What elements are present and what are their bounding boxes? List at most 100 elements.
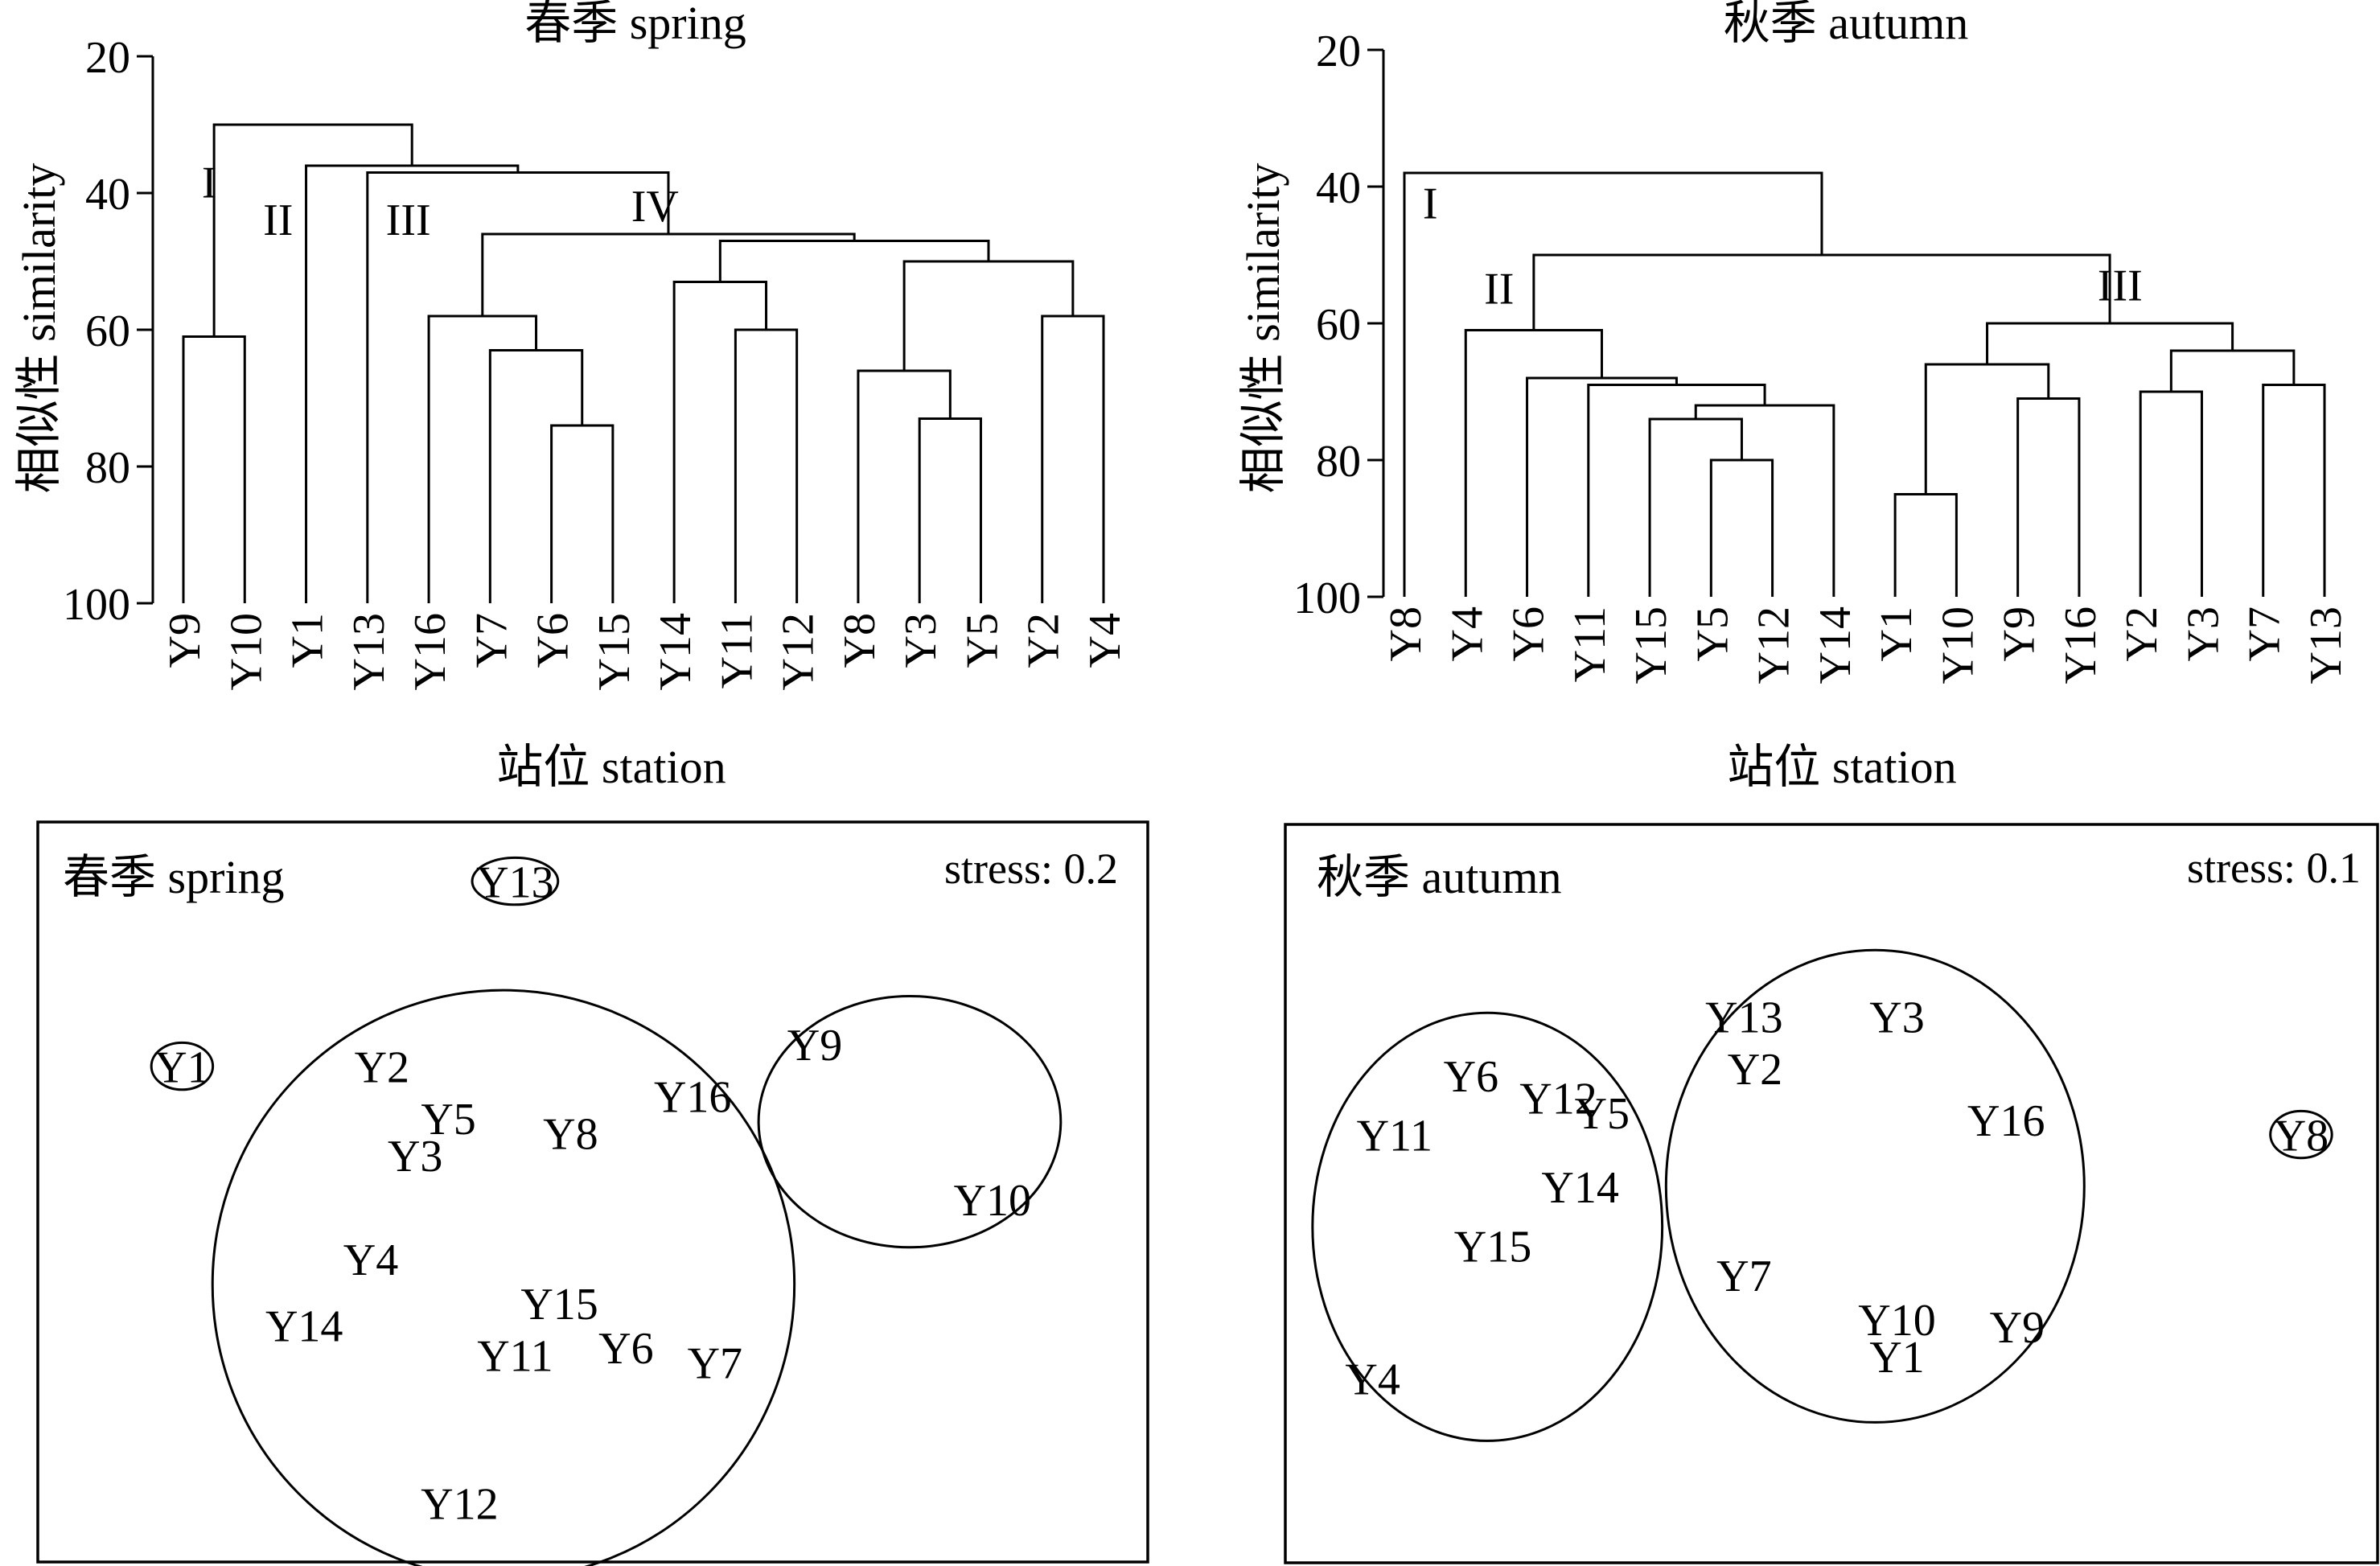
point-label-y8: Y8 [2274,1112,2329,1161]
point-label-y12: Y12 [421,1479,498,1529]
nmds-autumn-frame [1284,823,2379,1564]
merge-link-f [857,369,952,603]
nmds-spring-cluster-outlines [150,856,1063,1566]
merge-link-h [2016,397,2081,597]
leaf-label-y3: Y3 [896,613,946,668]
dendrogram-spring-ylabel: 相似性 similarity [13,163,65,494]
point-label-y12: Y12 [1519,1075,1597,1124]
leaf-label-y14: Y14 [1811,606,1860,684]
y-tick-label: 20 [1316,27,1361,76]
dendrogram-autumn: 秋季 autumn 相似性 similarity 站位 station 20 40… [1237,0,2351,793]
point-label-y11: Y11 [477,1331,553,1381]
merge-link-a [1709,458,1774,597]
dendrogram-spring-y-axis: 20 40 60 80 100 [63,33,154,630]
cluster-outline-3 [2269,1109,2333,1160]
group-label-iii: III [2098,261,2143,310]
dendrogram-autumn-xlabel: 站位 station [1727,741,1956,793]
merge-link-d [1587,384,1766,597]
leaf-label-y13: Y13 [2301,606,2351,684]
group-label-ii: II [263,195,293,245]
leaf-label-y12: Y12 [774,613,824,690]
leaf-label-y4: Y4 [1080,613,1130,668]
merge-link-b [1648,417,1743,597]
leaf-label-y15: Y15 [590,613,639,690]
leaf-label-y5: Y5 [1687,606,1737,661]
point-label-y4: Y4 [1345,1355,1400,1405]
merge-link-i [734,328,799,603]
cluster-outline-4 [757,994,1063,1249]
point-label-y3: Y3 [1869,993,1924,1043]
dendrogram-autumn-ylabel: 相似性 similarity [1237,163,1289,494]
point-label-y16: Y16 [1967,1096,2045,1146]
cluster-outline-1 [471,856,560,906]
cluster-outline-3 [211,989,796,1566]
point-label-y14: Y14 [1541,1163,1618,1213]
group-label-i: I [202,158,217,208]
point-label-y13: Y13 [476,858,553,908]
dendrogram-spring-links [182,123,1105,603]
point-label-y2: Y2 [355,1043,409,1093]
y-tick-label: 100 [63,580,130,630]
point-label-y13: Y13 [1705,993,1782,1043]
leaf-label-y7: Y7 [467,613,516,668]
point-label-y15: Y15 [520,1280,598,1330]
dendrogram-spring-title: 春季 spring [524,0,746,49]
point-label-y6: Y6 [598,1324,653,1374]
y-tick-label: 80 [85,443,130,493]
leaf-label-y3: Y3 [2178,606,2228,661]
merge-link-e [918,417,982,603]
leaf-label-y2: Y2 [2117,606,2167,661]
leaf-label-y12: Y12 [1749,606,1799,684]
merge-link-g [1041,314,1105,603]
dendrogram-spring-leaf-labels: Y9 Y10 Y1 Y13 Y16 Y7 Y6 Y15 Y14 Y11 Y12 Y8 Y3 Y5 Y2 Y4 [160,613,1130,690]
leaf-label-y8: Y8 [835,613,885,668]
merge-link-f [1464,329,1603,597]
y-tick-label: 40 [1316,163,1361,213]
leaf-label-y9: Y9 [1995,606,2045,661]
y-tick-label: 40 [85,170,130,220]
leaf-label-y1: Y1 [283,613,333,668]
leaf-label-y6: Y6 [528,613,578,668]
merge-link-c [1694,404,1835,597]
merge-link-a [182,335,246,603]
group-label-ii: II [1484,265,1514,314]
leaf-label-y9: Y9 [160,613,210,668]
point-label-y11: Y11 [1357,1112,1433,1161]
leaf-label-y8: Y8 [1381,606,1431,661]
leaf-label-y4: Y4 [1442,606,1492,661]
dendrogram-autumn-links [1403,171,2326,597]
merge-link-e [1526,376,1678,597]
dendrogram-autumn-leaf-labels: Y8 Y4 Y6 Y11 Y15 Y5 Y12 Y14 Y1 Y10 Y9 Y16 Y2 Y3 Y7 Y13 [1381,606,2351,684]
dendrogram-spring-xlabel: 站位 station [496,741,726,793]
point-label-y9: Y9 [787,1021,842,1071]
merge-link-m [1986,322,2234,364]
group-label-iii: III [386,195,431,245]
leaf-label-y16: Y16 [405,613,455,690]
point-label-y9: Y9 [1990,1303,2045,1353]
point-label-y16: Y16 [654,1072,731,1122]
dendrogram-spring-group-labels: III III IV [202,158,679,245]
point-label-y5: Y5 [421,1095,475,1145]
merge-link-l [481,232,856,316]
nmds-autumn-title: 秋季 autumn [1317,851,1561,903]
merge-link-b [550,424,615,603]
dendrogram-autumn-title: 秋季 autumn [1724,0,1968,49]
leaf-label-y5: Y5 [957,613,1007,668]
y-tick-label: 100 [1293,573,1361,623]
dendrogram-autumn-group-labels: III III [1423,179,2143,314]
point-label-y3: Y3 [388,1132,442,1182]
y-tick-label: 60 [85,306,130,356]
nmds-autumn-stress: stress: 0.1 [2187,844,2361,892]
point-label-y10: Y10 [1858,1296,1935,1346]
merge-link-n [1532,253,2111,331]
point-label-y1: Y1 [154,1043,209,1093]
point-label-y7: Y7 [1716,1252,1771,1301]
group-label-iv: IV [631,182,679,232]
merge-link-d [427,314,538,603]
nmds-spring-stress: stress: 0.2 [944,845,1118,893]
nmds-autumn: 秋季 autumn stress: 0.1 Y13 Y3Y2Y16Y7Y10Y1Y… [1284,823,2379,1564]
leaf-label-y13: Y13 [344,613,394,690]
nmds-autumn-cluster-outlines [1311,948,2333,1442]
